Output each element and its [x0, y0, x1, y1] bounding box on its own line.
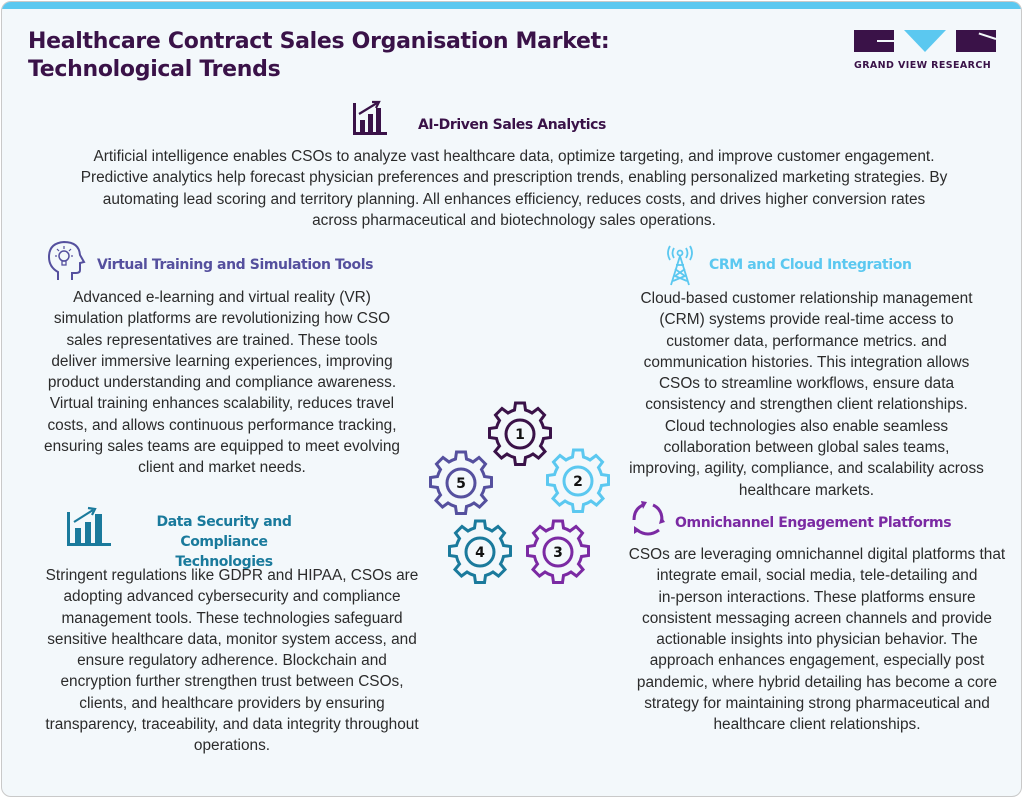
bar-chart-arrow-icon: [353, 100, 387, 135]
text-line: ensuring sales teams are equipped to mee…: [44, 438, 400, 456]
text-line: Predictive analytics help forecast physi…: [80, 169, 948, 187]
page-title: Healthcare Contract Sales Organisation M…: [28, 28, 610, 84]
text-line: Cloud-based customer relationship manage…: [640, 290, 973, 307]
text-line: integrate email, social media, tele-deta…: [656, 567, 978, 585]
text-line: Advanced e-learning and virtual reality …: [73, 289, 371, 306]
logo-block-left: [854, 30, 894, 52]
top-accent-bar: [2, 2, 1021, 9]
gear-number: 2: [573, 474, 583, 490]
text-line: Stringent regulations like GDPR and HIPA…: [45, 567, 419, 584]
text-line: CSOs are leveraging omnichannel digital …: [628, 546, 1006, 563]
text-line: customer data, performance metrics. and: [666, 332, 947, 350]
grand-view-research-logo: GRAND VIEW RESEARCH: [854, 30, 997, 71]
gears-cluster: 1 2 3 4 5: [429, 401, 610, 584]
text-line: improving, agility, compliance, and scal…: [629, 460, 984, 478]
signal-tower-icon: [667, 245, 693, 286]
virtual-section-body: Advanced e-learning and virtual reality …: [32, 287, 412, 479]
text-line: transparency, traceability, and data int…: [45, 716, 419, 734]
text-line: healthcare client relationships.: [713, 716, 921, 734]
title-line: Data Security and Compliance: [156, 514, 292, 550]
logo-text: GRAND VIEW RESEARCH: [854, 60, 992, 71]
text-line: product understanding and compliance awa…: [47, 374, 397, 392]
text-line: consistent messaging acreen channels and…: [642, 609, 992, 627]
text-line: healthcare markets.: [738, 481, 875, 499]
cycle-arrows-icon: [632, 501, 665, 536]
text-line: costs, and allows continuous performance…: [47, 416, 397, 434]
security-section-body: Stringent regulations like GDPR and HIPA…: [32, 565, 432, 757]
text-line: CSOs to streamline workflows, ensure dat…: [658, 375, 955, 393]
gear-number: 1: [515, 427, 525, 443]
title-line-1: Healthcare Contract Sales Organisation M…: [28, 29, 610, 54]
omni-section-body: CSOs are leveraging omnichannel digital …: [608, 544, 1021, 736]
gear-5: 5: [429, 450, 493, 515]
text-line: encryption further strengthen trust betw…: [60, 673, 404, 691]
logo-marks: [854, 30, 997, 53]
head-lightbulb-icon: [47, 240, 86, 280]
text-line: adopting advanced cybersecurity and comp…: [63, 588, 401, 606]
text-line: approach enhances engagement, especially…: [649, 652, 985, 670]
text-line: actionable insights into physician behav…: [656, 631, 978, 649]
text-line: consistency and strengthen client relati…: [645, 396, 968, 414]
gear-number: 4: [475, 545, 485, 561]
title-line: Technologies: [175, 554, 273, 570]
text-line: in-person interactions. These platforms …: [658, 588, 976, 606]
text-line: collaboration between global sales teams…: [663, 439, 950, 457]
bar-chart-arrow-icon: [67, 506, 111, 546]
text-line: strategy for maintaining strong pharmace…: [644, 695, 990, 713]
text-line: simulation platforms are revolutionizing…: [53, 310, 391, 328]
omni-section-title: Omnichannel Engagement Platforms: [675, 515, 952, 531]
crm-section-title: CRM and Cloud Integration: [709, 257, 912, 273]
text-line: deliver immersive learning experiences, …: [51, 352, 393, 370]
gear-number: 3: [553, 545, 563, 561]
text-line: operations.: [193, 737, 271, 755]
gear-number: 5: [456, 476, 466, 492]
text-line: automating lead scoring and territory pl…: [102, 190, 926, 208]
gear-2: 2: [546, 448, 610, 513]
ai-section-title: AI-Driven Sales Analytics: [418, 117, 606, 133]
text-line: client and market needs.: [138, 459, 306, 477]
ai-section-body: Artificial intelligence enables CSOs to …: [42, 146, 986, 231]
crm-section-body: Cloud-based customer relationship manage…: [614, 288, 999, 501]
text-line: management tools. These technologies saf…: [61, 609, 403, 627]
virtual-section-title: Virtual Training and Simulation Tools: [97, 257, 374, 273]
text-line: ensure regulatory adherence. Blockchain …: [77, 652, 387, 670]
text-line: across pharmaceutical and biotechnology …: [312, 211, 716, 229]
text-line: pandemic, where hybrid detailing has bec…: [636, 673, 998, 691]
text-line: sales representatives are trained. These…: [66, 331, 378, 349]
title-line-2: Technological Trends: [28, 57, 281, 82]
gear-3: 3: [526, 519, 590, 584]
logo-block-right: [956, 30, 997, 52]
text-line: Artificial intelligence enables CSOs to …: [93, 148, 935, 165]
text-line: Virtual training enhances scalability, r…: [49, 395, 395, 413]
gear-1: 1: [488, 401, 552, 466]
security-section-title: Data Security and Compliance Technologie…: [114, 512, 334, 572]
text-line: clients, and healthcare providers by ens…: [79, 694, 385, 712]
text-line: communication histories. This integratio…: [643, 353, 970, 371]
logo-triangle: [904, 30, 946, 52]
text-line: sensitive healthcare data, monitor syste…: [47, 630, 417, 648]
gear-4: 4: [448, 519, 512, 584]
text-line: Cloud technologies also enable seamless: [664, 417, 949, 435]
text-line: (CRM) systems provide real-time access t…: [659, 311, 954, 329]
